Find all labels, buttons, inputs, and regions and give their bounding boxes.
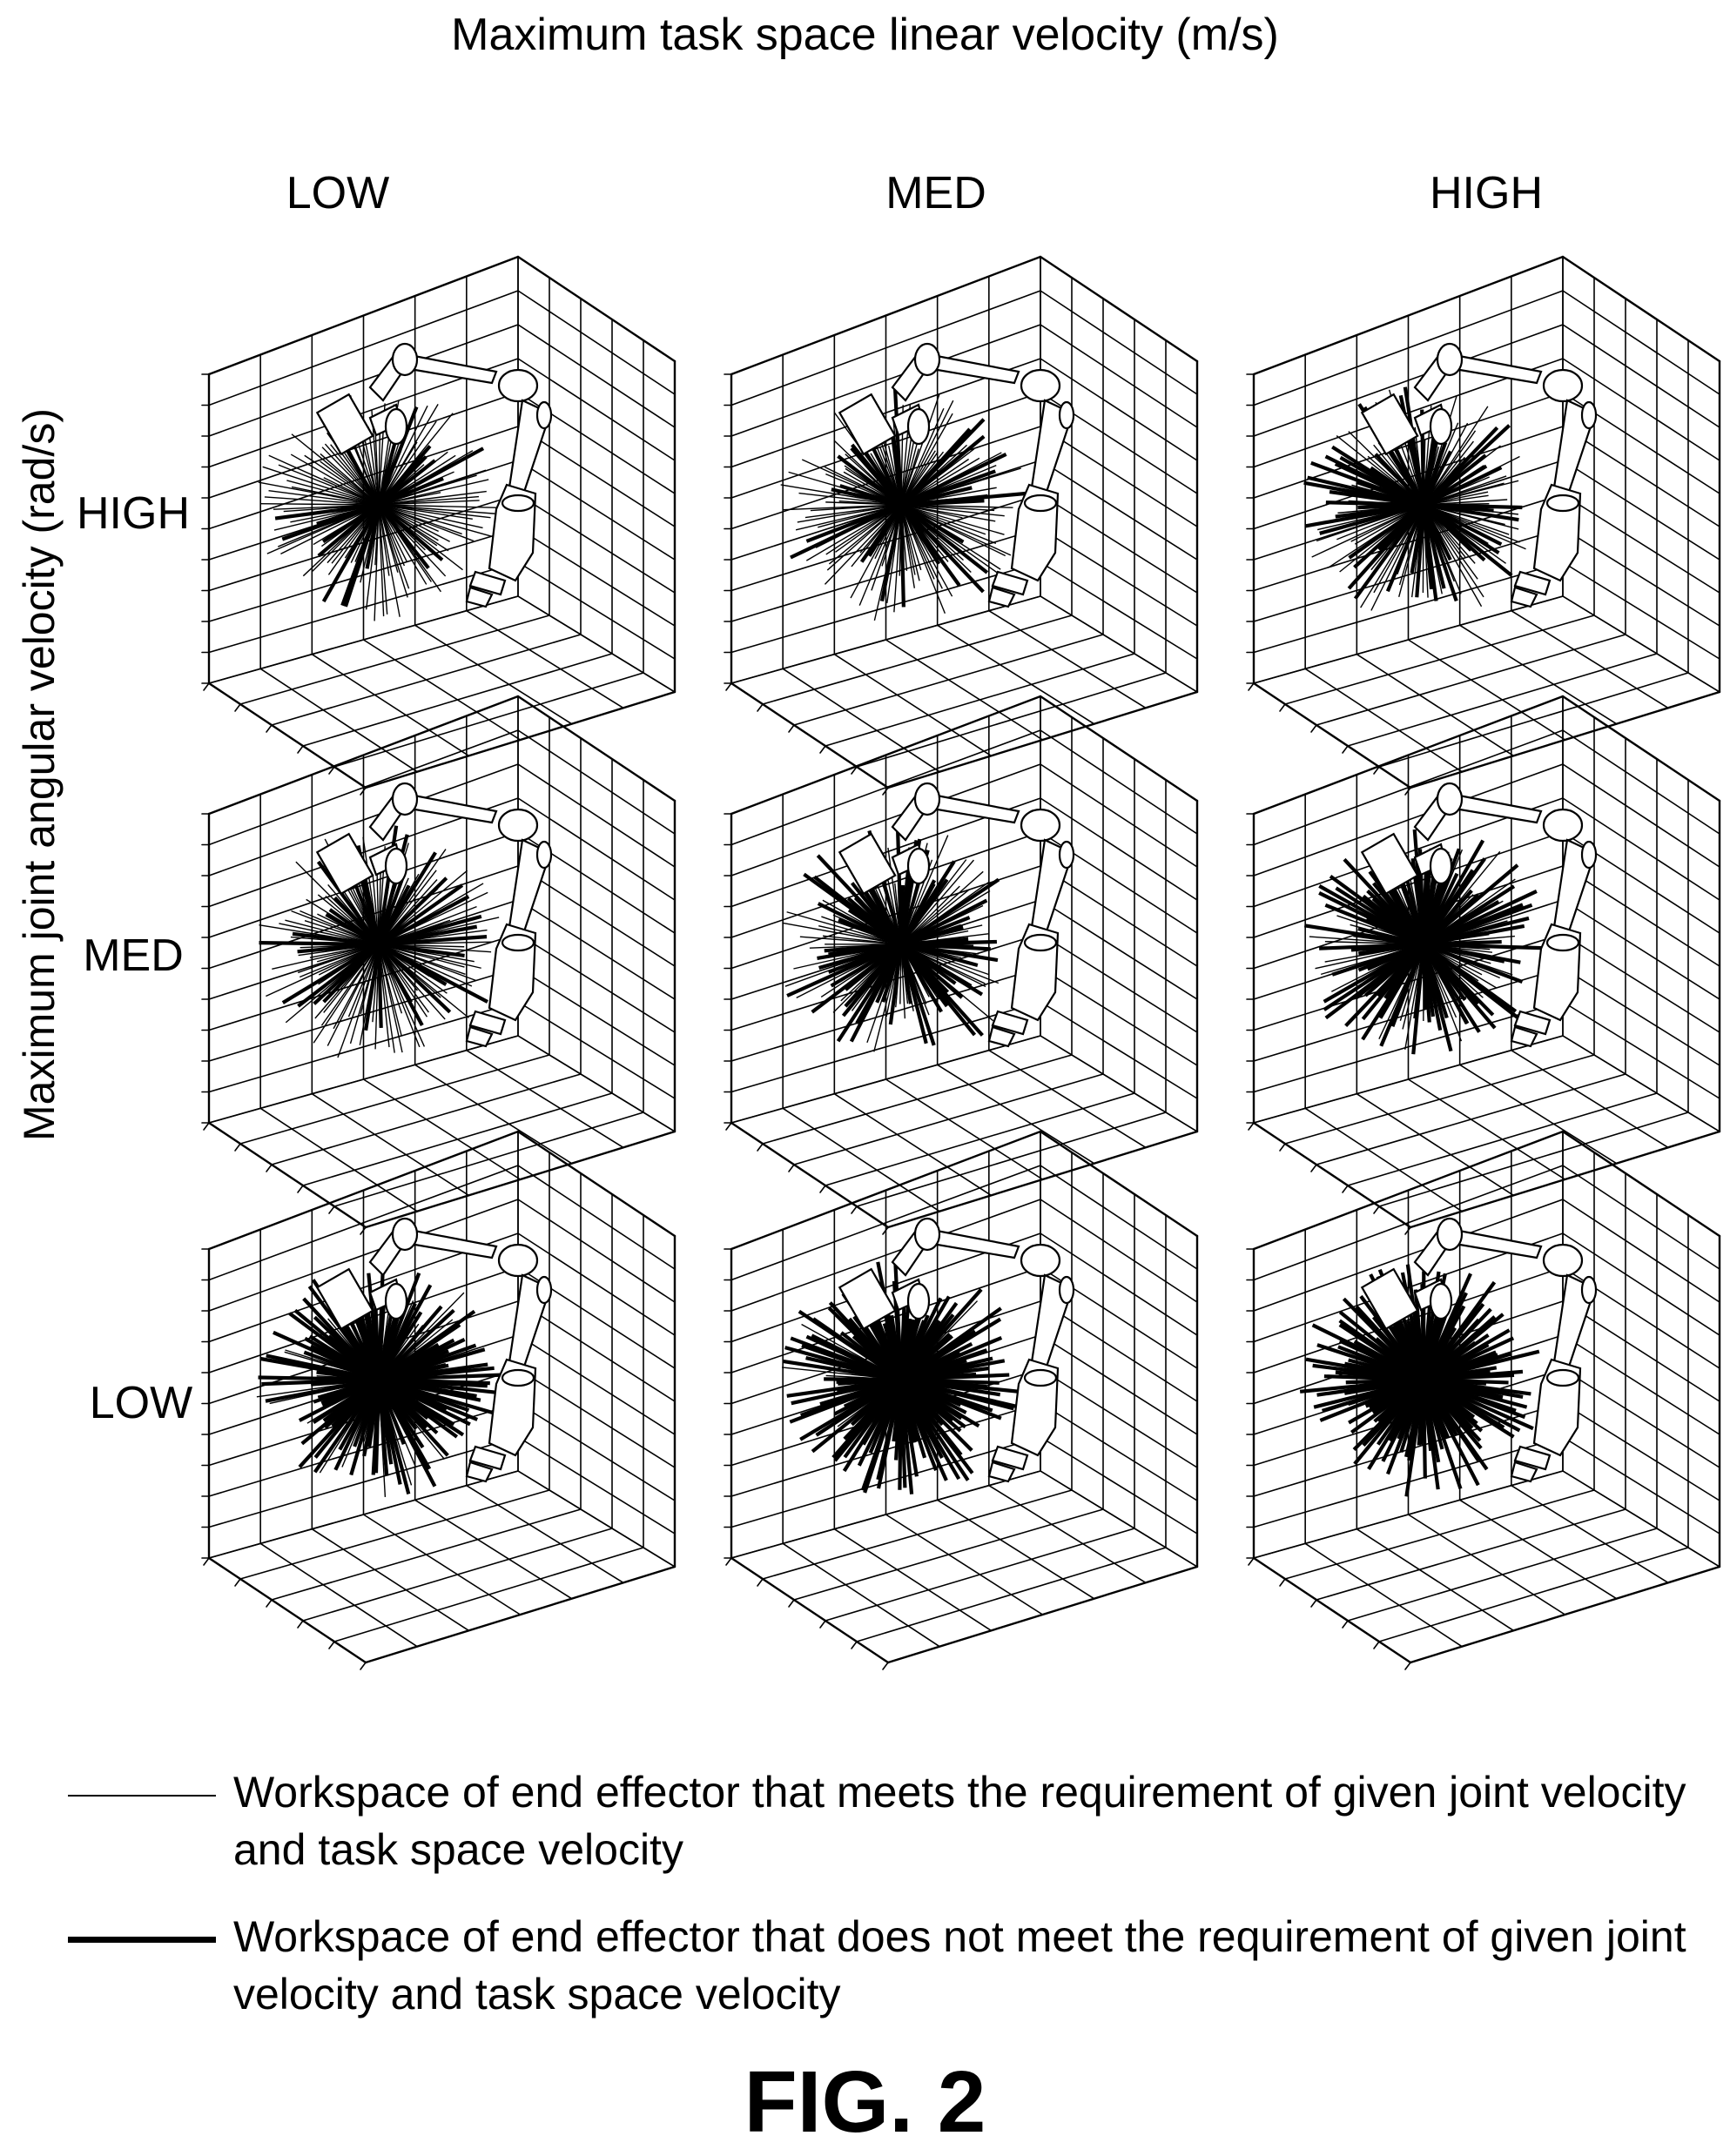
panel-high-angular-high-linear: [1246, 255, 1721, 796]
legend-thin-text: Workspace of end effector that meets the…: [233, 1768, 1686, 1874]
robot-arm: [1360, 782, 1598, 1048]
robot-arm: [315, 1217, 553, 1483]
panel-med-angular-low-linear: [201, 695, 677, 1235]
x-axis-title: Maximum task space linear velocity (m/s): [451, 10, 1279, 60]
workspace-rays: [256, 1265, 505, 1497]
panel-high-angular-med-linear: [724, 255, 1199, 796]
panel-med-angular-high-linear: [1246, 695, 1721, 1235]
workspace-rays: [781, 1261, 1024, 1494]
panel-high-angular-low-linear: [201, 255, 677, 796]
robot-arm: [1360, 342, 1598, 608]
column-label-high: HIGH: [1430, 168, 1543, 218]
row-label-med: MED: [83, 930, 184, 981]
panel-low-angular-med-linear: [724, 1130, 1199, 1670]
panel-low-angular-high-linear: [1246, 1130, 1721, 1670]
workspace-rays: [782, 828, 1000, 1052]
workspace-rays: [259, 825, 500, 1058]
workspace-rays: [258, 395, 504, 621]
column-label-med: MED: [885, 168, 986, 218]
y-axis-title: Maximum joint angular velocity (rad/s): [15, 408, 64, 1141]
robot-arm: [315, 782, 553, 1048]
row-label-low: LOW: [89, 1378, 193, 1428]
panel-med-angular-med-linear: [724, 695, 1199, 1235]
panel-low-angular-low-linear: [201, 1130, 677, 1670]
figure-label: FIG. 2: [744, 2053, 986, 2151]
legend-thick-line: [68, 1937, 216, 1943]
legend-thin-line: [68, 1795, 216, 1797]
column-label-low: LOW: [286, 168, 390, 218]
row-label-high: HIGH: [77, 488, 190, 539]
legend-thick-text: Workspace of end effector that does not …: [233, 1912, 1686, 2018]
robot-arm: [838, 342, 1075, 608]
robot-arm: [1360, 1217, 1598, 1483]
robot-arm: [315, 342, 553, 608]
robot-arm: [838, 782, 1075, 1048]
robot-arm: [838, 1217, 1075, 1483]
workspace-rays: [1303, 386, 1526, 611]
workspace-rays: [780, 388, 1026, 621]
